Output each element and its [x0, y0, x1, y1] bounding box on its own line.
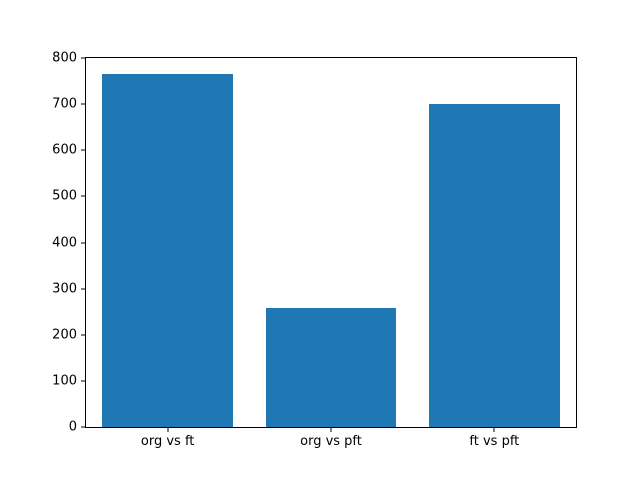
y-tick-mark — [81, 195, 86, 197]
x-tick-label: org vs pft — [300, 434, 362, 449]
y-tick-mark — [81, 242, 86, 243]
y-tick-mark — [81, 149, 86, 151]
y-tick-label: 400 — [52, 235, 77, 250]
x-tick-mark — [330, 427, 332, 432]
y-tick-mark — [81, 57, 86, 59]
y-tick-mark — [81, 334, 86, 336]
y-tick-label: 500 — [52, 188, 77, 204]
x-tick-mark — [167, 427, 169, 432]
plot-area: 0 100 200 300 400 500 600 700 800 org vs ft org vs… — [52, 52, 577, 448]
y-tick-label: 300 — [52, 281, 77, 297]
y-tick-label: 100 — [52, 373, 77, 389]
y-tick-label: 200 — [52, 327, 77, 343]
bar-org-vs-pft — [265, 308, 397, 427]
y-tick-mark — [81, 288, 86, 290]
x-tick-mark — [493, 427, 495, 432]
y-tick-label: 0 — [68, 419, 77, 435]
y-tick-label: 700 — [52, 96, 77, 112]
x-tick-label: org vs ft — [140, 434, 195, 449]
y-tick-label: 600 — [52, 142, 77, 158]
y-tick-mark — [81, 426, 86, 428]
x-tick-label: ft vs pft — [469, 434, 520, 449]
y-tick-mark — [81, 103, 86, 105]
y-tick-label: 800 — [52, 50, 77, 66]
y-tick-mark — [81, 380, 86, 382]
bar-ft-vs-pft — [429, 104, 560, 427]
bar-org-vs-ft — [102, 74, 233, 427]
